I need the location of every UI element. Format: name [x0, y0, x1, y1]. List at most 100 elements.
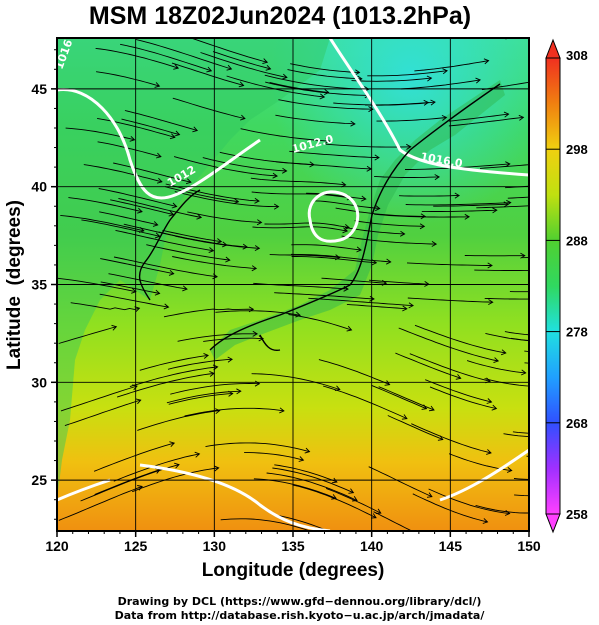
y-axis-label: Latitude (degrees): [4, 200, 25, 370]
streamline: [64, 399, 141, 427]
streamline: [354, 220, 425, 227]
streamline: [97, 117, 175, 138]
streamline-arrowhead: [169, 441, 176, 448]
streamline-arrowhead: [366, 165, 373, 172]
colorbar-bottom-arrow: [545, 513, 561, 534]
streamline-arrowhead: [493, 357, 500, 364]
streamline-arrowhead: [503, 201, 510, 208]
x-axis-label: Longitude (degrees): [202, 560, 385, 581]
streamline-arrowhead: [272, 172, 278, 179]
streamline-arrowhead: [226, 64, 233, 71]
streamline: [507, 196, 529, 199]
streamline: [240, 128, 330, 142]
streamline: [266, 472, 358, 501]
streamline-arrowhead: [194, 451, 201, 458]
y-tick-label: 40: [31, 179, 47, 195]
streamline-arrowhead: [208, 247, 215, 254]
streamline: [269, 82, 329, 93]
streamline: [124, 110, 198, 131]
streamline-arrowhead: [521, 369, 527, 376]
streamline-arrowhead: [518, 114, 525, 121]
y-tick-label: 35: [31, 277, 47, 293]
streamline-arrowhead: [295, 311, 301, 318]
streamline: [100, 258, 174, 275]
streamline-arrowhead: [492, 207, 498, 214]
streamline: [322, 385, 408, 420]
x-tick-label: 150: [517, 538, 541, 554]
streamline: [524, 350, 529, 353]
coastlines: [138, 83, 501, 352]
streamline: [400, 79, 481, 90]
streamline: [173, 156, 278, 177]
streamline: [98, 188, 177, 207]
colorbar-tick-label: 278: [566, 325, 588, 340]
streamline-arrowhead: [203, 352, 209, 359]
streamline-arrowhead: [361, 195, 367, 202]
streamline-arrowhead: [430, 99, 436, 106]
streamline-arrowhead: [491, 404, 498, 411]
streamline-arrowhead: [196, 213, 203, 220]
streamline-arrowhead: [238, 81, 245, 88]
streamline-arrowhead: [129, 135, 136, 142]
streamline-arrowhead: [298, 456, 305, 462]
colorbar-tick-label: 288: [566, 233, 588, 248]
streamline-arrowhead: [132, 384, 138, 391]
streamline-arrowhead: [346, 325, 353, 332]
streamline-arrowhead: [213, 465, 220, 472]
streamline-arrowhead: [520, 252, 526, 259]
colorbar-ticks: 258 268 278 288 298 308: [546, 48, 588, 522]
streamline: [251, 373, 340, 390]
streamline-arrowhead: [560, 296, 564, 301]
streamline-arrowhead: [431, 241, 438, 247]
isobars: [57, 38, 529, 531]
streamline: [513, 478, 529, 480]
streamline-arrowhead: [399, 230, 406, 237]
streamline: [509, 291, 529, 293]
streamline-arrowhead: [402, 305, 408, 312]
streamline: [58, 485, 143, 521]
streamline: [333, 102, 429, 106]
streamline-arrowhead: [420, 213, 426, 220]
streamline-arrowhead: [540, 268, 544, 273]
streamline: [265, 81, 370, 96]
streamline-arrowhead: [225, 256, 231, 263]
streamline: [97, 141, 162, 158]
streamline-arrowhead: [173, 63, 180, 70]
streamline: [510, 337, 529, 341]
x-tick-label: 120: [45, 538, 69, 554]
streamline: [212, 51, 271, 70]
streamline: [291, 244, 362, 251]
streamline-arrowhead: [154, 232, 161, 239]
streamline: [83, 164, 163, 183]
streamline-arrowhead: [252, 330, 258, 337]
streamline: [278, 99, 373, 110]
streamline: [167, 358, 233, 370]
streamline: [475, 504, 529, 514]
streamline-arrowhead: [487, 262, 493, 269]
chart-title: MSM 18Z02Jun2024 (1013.2hPa): [88, 2, 472, 30]
streamline-arrowhead: [331, 477, 338, 484]
streamline-arrowhead: [500, 349, 507, 356]
streamline-arrowhead: [240, 114, 246, 121]
streamline: [528, 44, 529, 46]
streamline: [276, 161, 372, 170]
streamline-arrowhead: [535, 162, 540, 167]
streamline-arrowhead: [356, 246, 362, 253]
streamline-arrowhead: [426, 75, 433, 82]
streamline-arrowhead: [454, 192, 460, 199]
streamline: [448, 113, 509, 122]
x-tick-label: 130: [203, 538, 227, 554]
streamline: [287, 69, 362, 80]
streamline-arrowhead: [426, 492, 433, 498]
colorbar-tick-label: 308: [566, 48, 588, 63]
streamline-arrowhead: [421, 404, 428, 410]
y-tick-label: 30: [31, 374, 47, 390]
streamline: [526, 455, 529, 457]
streamline: [318, 359, 390, 386]
streamline: [367, 70, 448, 77]
streamline: [121, 118, 180, 136]
streamline: [409, 353, 491, 382]
streamline-arrowhead: [273, 203, 280, 210]
streamline: [99, 293, 169, 308]
streamline: [273, 514, 330, 531]
